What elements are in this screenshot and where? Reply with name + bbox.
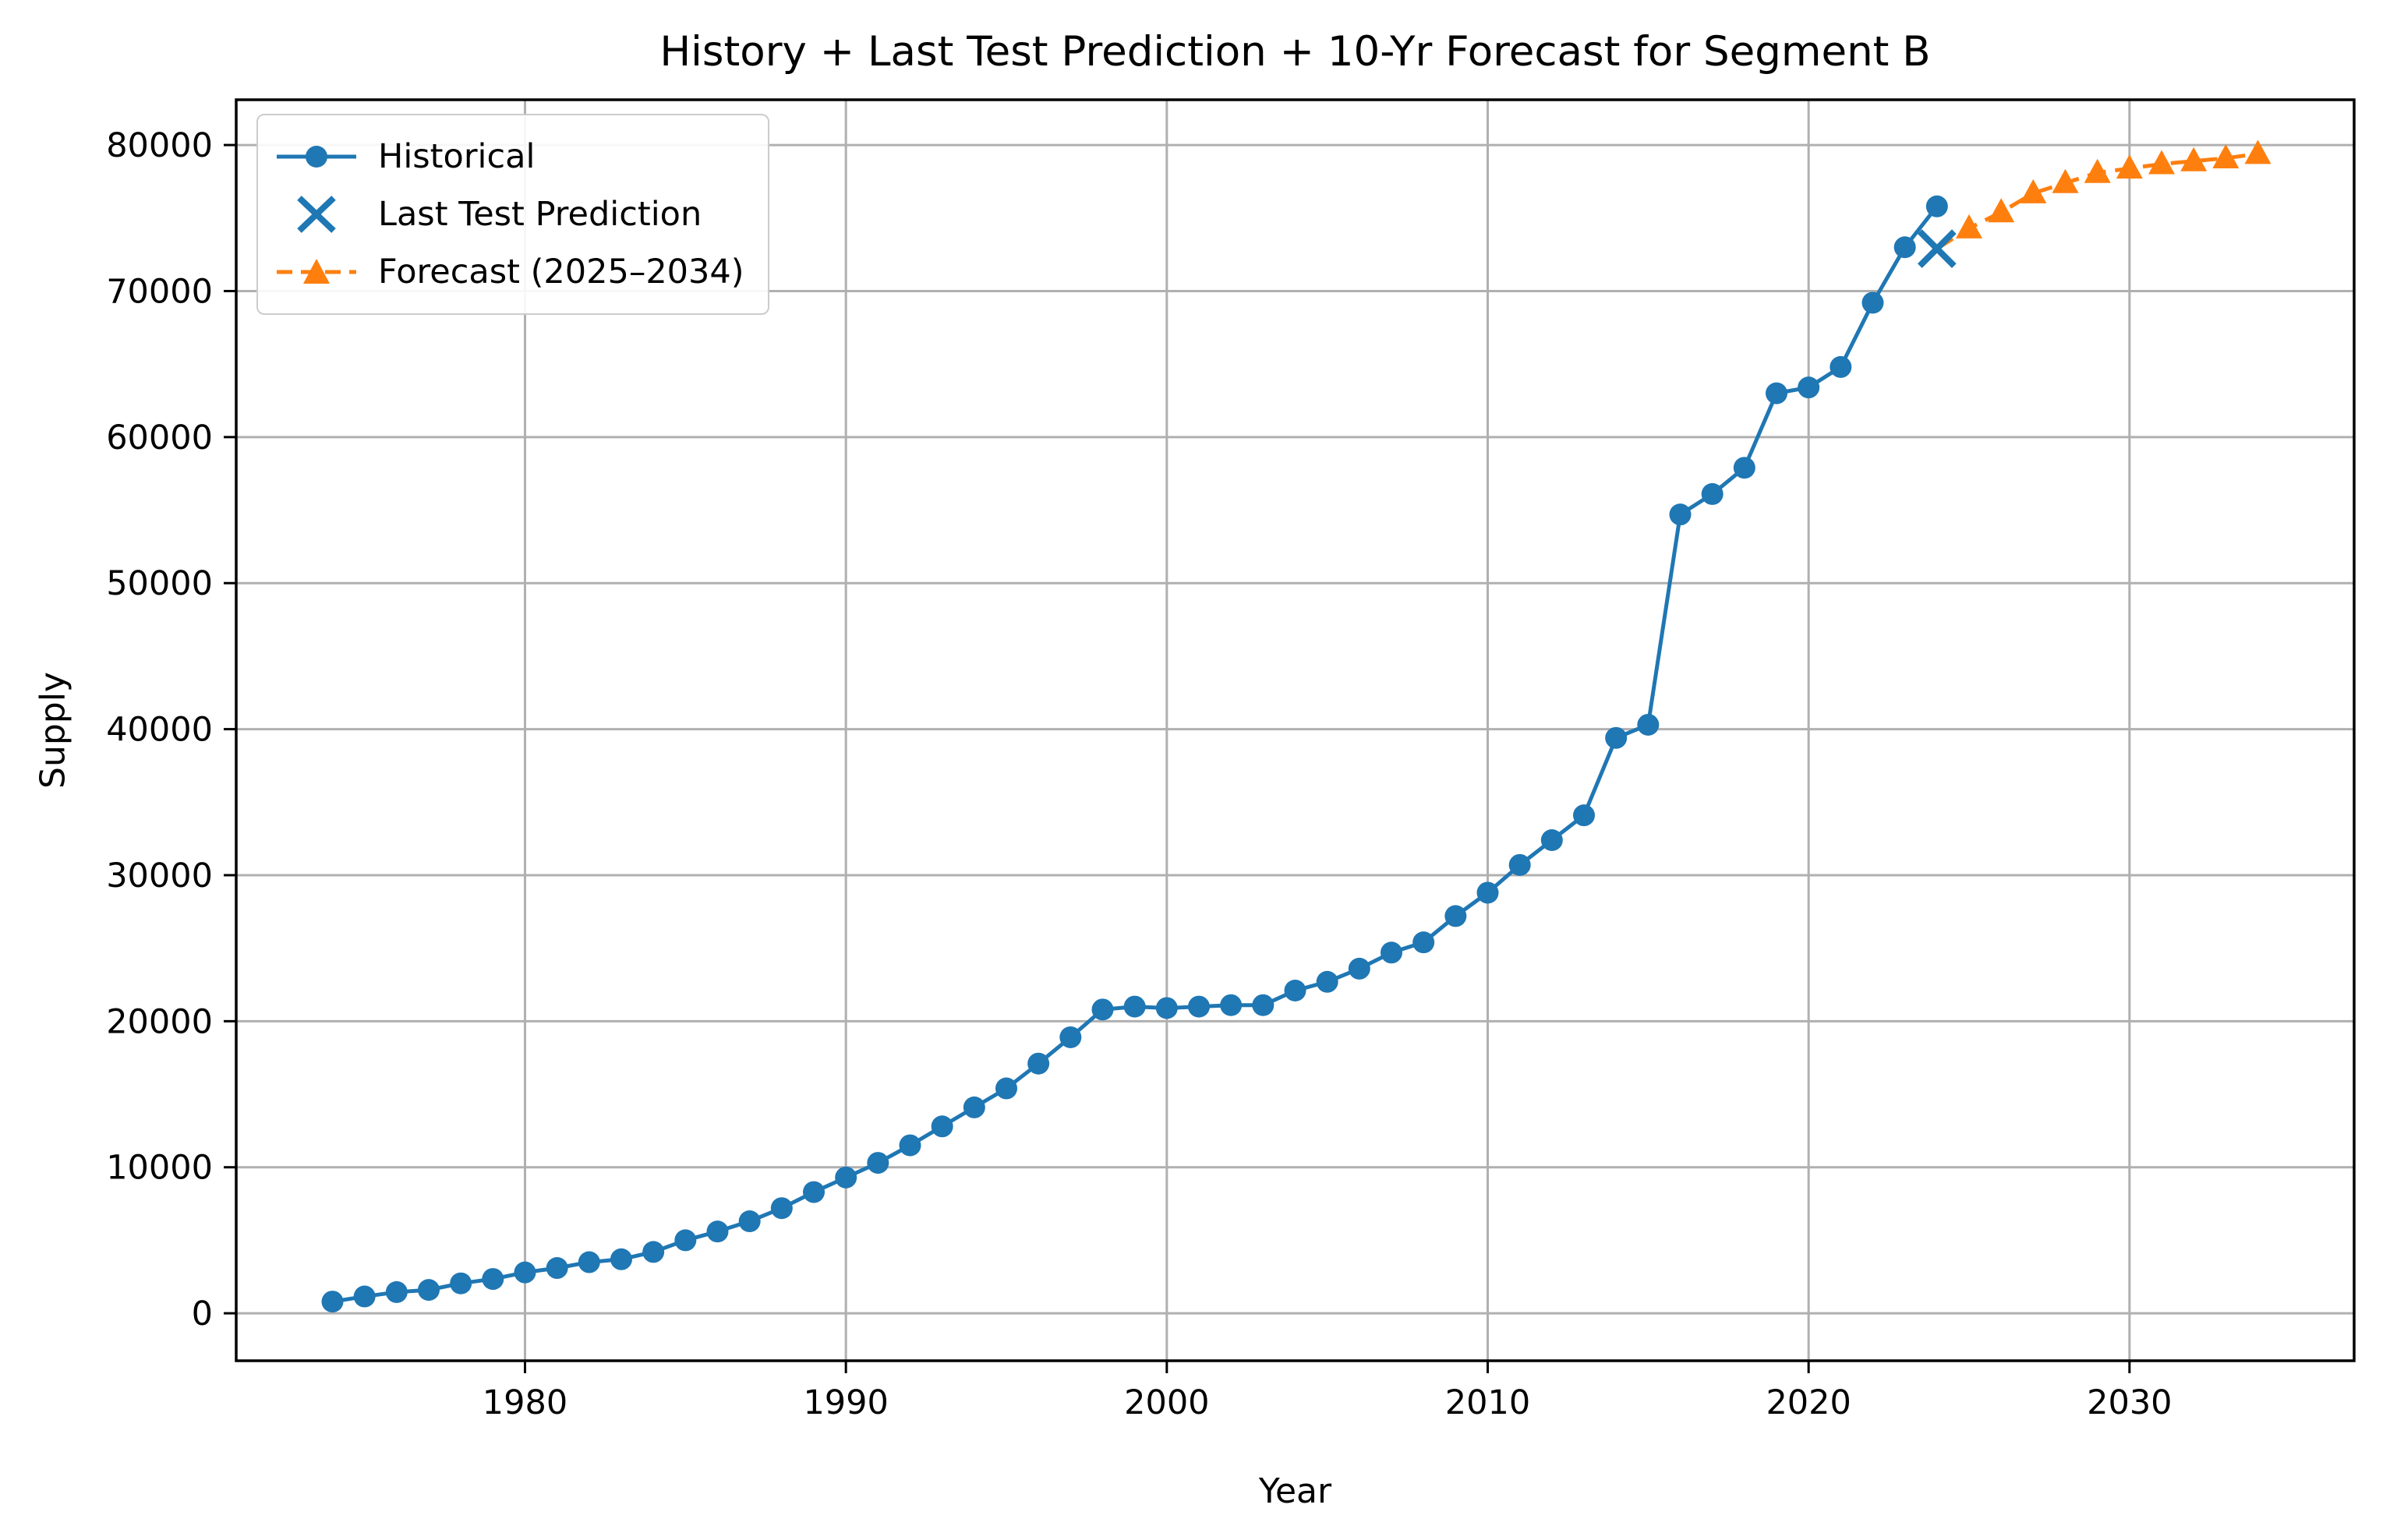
historical-point-marker — [738, 1210, 761, 1233]
historical-point-marker — [1573, 804, 1595, 827]
x-tick-label: 2030 — [2087, 1383, 2172, 1422]
forecast-point-marker — [2116, 154, 2143, 179]
forecast-point-marker — [2020, 178, 2047, 203]
historical-point-marker — [578, 1251, 600, 1273]
historical-point-marker — [1830, 355, 1852, 378]
y-tick-label: 20000 — [106, 1002, 213, 1041]
historical-point-marker — [867, 1152, 889, 1174]
x-tick-label: 2020 — [1766, 1383, 1851, 1422]
forecast-point-marker — [1956, 214, 1982, 238]
historical-point-marker — [1605, 726, 1628, 749]
historical-point-marker — [1123, 995, 1146, 1018]
legend: Historical Last Test Prediction Forecast… — [256, 114, 769, 315]
historical-point-marker — [674, 1229, 697, 1252]
historical-point-marker — [1091, 998, 1114, 1021]
y-axis-label: Supply — [33, 672, 73, 789]
historical-point-marker — [418, 1279, 440, 1302]
legend-label-forecast: Forecast (2025–2034) — [378, 253, 744, 291]
x-marker-icon — [297, 196, 336, 233]
historical-point-marker — [321, 1291, 344, 1313]
x-tick-label: 1990 — [803, 1383, 888, 1422]
historical-point-marker — [450, 1272, 472, 1295]
historical-point-marker — [1669, 503, 1692, 526]
historical-point-marker — [1701, 482, 1724, 505]
forecast-dashed-triangle-icon — [277, 259, 356, 284]
y-tick-label: 30000 — [106, 857, 213, 895]
legend-label-last-test-prediction: Last Test Prediction — [378, 195, 702, 234]
forecast-point-marker — [2212, 143, 2240, 168]
historical-point-marker — [1412, 931, 1435, 954]
historical-point-marker — [1476, 881, 1499, 904]
y-tick-label: 40000 — [106, 711, 213, 750]
legend-item-historical: Historical — [274, 128, 744, 185]
y-tick-label: 50000 — [106, 564, 213, 603]
historical-point-marker — [642, 1241, 665, 1263]
x-tick-label: 2000 — [1124, 1383, 1209, 1422]
historical-point-marker — [482, 1268, 504, 1291]
historical-point-marker — [1540, 829, 1563, 852]
historical-point-marker — [1925, 195, 1948, 217]
historical-line-circle-icon — [277, 146, 356, 168]
forecast-point-marker — [2052, 168, 2079, 193]
historical-point-marker — [1798, 376, 1820, 399]
historical-point-marker — [1316, 970, 1338, 993]
historical-point-marker — [1508, 853, 1531, 876]
historical-point-marker — [1893, 236, 1916, 259]
legend-label-historical: Historical — [378, 137, 536, 176]
chart-title: History + Last Test Prediction + 10-Yr F… — [659, 28, 1931, 76]
historical-point-marker — [931, 1115, 953, 1138]
historical-line — [332, 205, 1939, 1304]
historical-point-marker — [835, 1166, 857, 1189]
historical-point-marker — [1381, 941, 1402, 964]
y-tick-label: 10000 — [106, 1149, 213, 1188]
historical-point-marker — [1766, 382, 1787, 404]
historical-point-marker — [1637, 713, 1660, 736]
historical-point-marker — [1252, 994, 1275, 1016]
forecast-point-marker — [1988, 198, 2015, 223]
historical-point-marker — [899, 1134, 921, 1157]
historical-point-marker — [1188, 995, 1210, 1018]
historical-point-marker — [963, 1096, 985, 1118]
legend-item-forecast: Forecast (2025–2034) — [274, 243, 744, 301]
historical-point-marker — [706, 1220, 729, 1243]
y-tick-label: 70000 — [106, 272, 213, 311]
x-tick-label: 1980 — [483, 1383, 567, 1422]
historical-point-marker — [1155, 997, 1178, 1019]
historical-point-marker — [1861, 291, 1884, 314]
x-axis-label: Year — [1258, 1471, 1332, 1511]
historical-point-marker — [353, 1285, 376, 1308]
forecast-point-marker — [2084, 158, 2111, 183]
historical-point-marker — [546, 1257, 568, 1280]
historical-point-marker — [610, 1248, 632, 1270]
historical-point-marker — [803, 1181, 825, 1203]
historical-point-marker — [1444, 905, 1467, 927]
forecast-point-marker — [2148, 150, 2175, 175]
historical-point-marker — [1348, 957, 1370, 980]
legend-item-last-test-prediction: Last Test Prediction — [274, 185, 744, 243]
last-test-prediction-marker — [1918, 229, 1957, 268]
forecast-point-marker — [2244, 140, 2271, 164]
historical-point-marker — [770, 1197, 793, 1220]
historical-point-marker — [514, 1261, 536, 1284]
historical-point-marker — [385, 1280, 408, 1303]
historical-point-marker — [1284, 979, 1306, 1001]
historical-point-marker — [1027, 1052, 1050, 1075]
y-tick-label: 60000 — [106, 419, 213, 457]
y-tick-label: 80000 — [106, 126, 213, 165]
forecast-point-marker — [2180, 147, 2208, 171]
historical-point-marker — [1059, 1026, 1082, 1048]
historical-point-marker — [1220, 994, 1243, 1016]
x-tick-label: 2010 — [1445, 1383, 1530, 1422]
y-tick-label: 0 — [192, 1295, 213, 1333]
historical-point-marker — [1733, 457, 1755, 479]
historical-point-marker — [995, 1077, 1017, 1100]
